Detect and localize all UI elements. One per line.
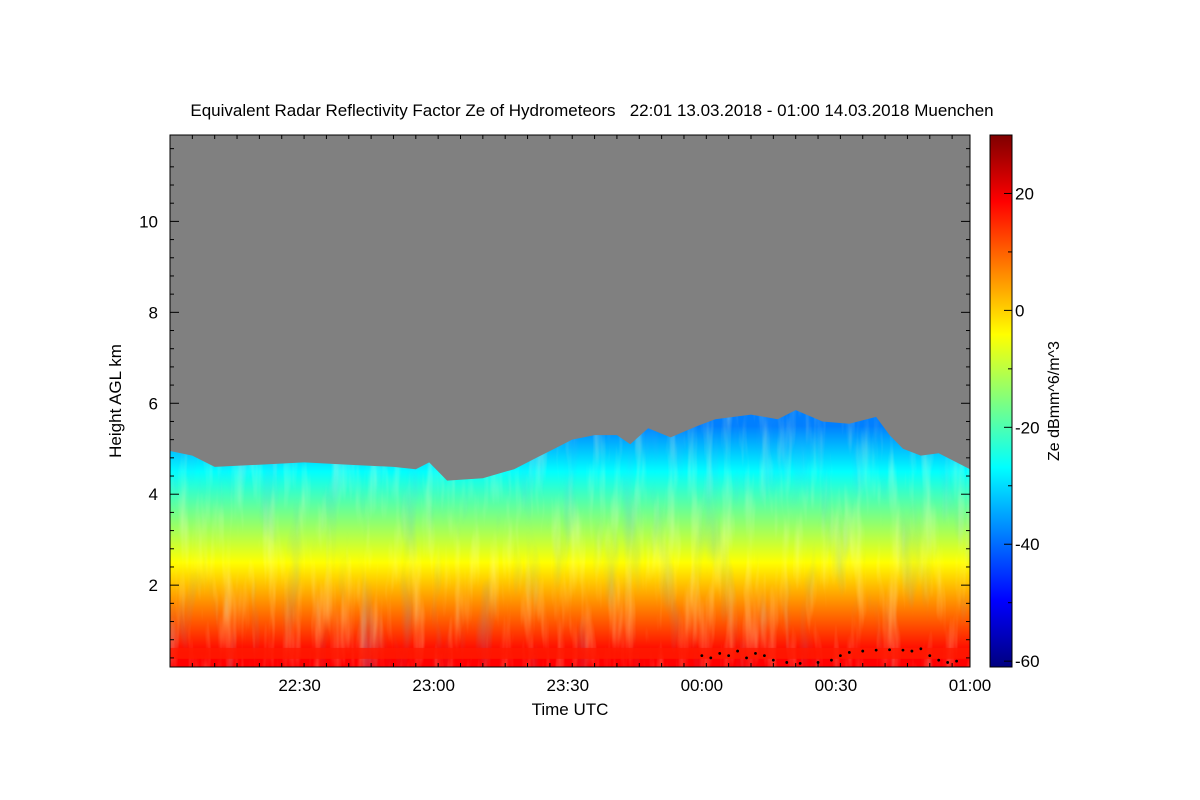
x-tick-label: 00:00	[681, 676, 724, 695]
cloud-base-point	[785, 661, 789, 664]
x-tick-label: 23:30	[546, 676, 589, 695]
cloud-base-point	[830, 658, 833, 662]
cloud-base-point	[901, 648, 905, 652]
near-surface-band	[170, 647, 970, 659]
cloud-base-point	[771, 658, 775, 662]
cloud-base-point	[700, 654, 704, 658]
colorbar-label: Ze dBmm^6/m^3	[1046, 341, 1063, 461]
plot-frame	[169, 134, 971, 668]
cloud-base-point	[861, 649, 865, 653]
cloud-base-point	[763, 654, 766, 658]
x-tick-label: 22:30	[278, 676, 321, 695]
cloud-base-point	[928, 654, 932, 658]
cloud-base-points	[700, 647, 958, 665]
cloud-base-point	[910, 649, 914, 653]
chart-title: Equivalent Radar Reflectivity Factor Ze …	[190, 101, 993, 120]
x-tick-label: 01:00	[949, 676, 992, 695]
y-axis: 2 4 6 8 10	[139, 148, 970, 659]
cloud-base-point	[838, 654, 842, 658]
colorbar-tick-label: -20	[1015, 418, 1040, 437]
colorbar-tick-label: -60	[1015, 652, 1040, 671]
y-axis-label: Height AGL km	[106, 344, 125, 458]
cloud-base-point	[754, 651, 757, 655]
cloud-base-point	[816, 661, 820, 664]
x-axis-label: Time UTC	[532, 700, 609, 719]
y-tick-label: 2	[149, 576, 158, 595]
x-axis: 22:30 23:00 23:30 00:00 00:30 01:00	[169, 135, 992, 695]
cloud-base-point	[718, 651, 722, 655]
cloud-base-point	[937, 658, 941, 662]
colorbar-tick-label: 0	[1015, 301, 1024, 320]
cloud-base-point	[946, 661, 950, 664]
cloud-base-point	[888, 648, 891, 652]
colorbar	[989, 134, 1013, 668]
cloud-base-point	[798, 661, 802, 665]
cloud-base-point	[736, 649, 739, 653]
cloud-base-point	[874, 648, 878, 652]
colorbar-axis: 20 0 -20 -40 -60	[1004, 134, 1040, 671]
cloud-base-point	[727, 654, 731, 658]
colorbar-tick-label: 20	[1015, 184, 1034, 203]
cloud-base-point	[709, 656, 713, 660]
cloud-base-point	[955, 659, 958, 663]
colorbar-tick-label: -40	[1015, 535, 1040, 554]
cloud-base-point	[745, 656, 748, 660]
cloud-base-point	[847, 651, 851, 654]
x-tick-label: 23:00	[412, 676, 455, 695]
echo-texture-dark	[170, 410, 970, 667]
y-tick-label: 8	[149, 303, 158, 322]
y-tick-label: 6	[149, 394, 158, 413]
x-tick-label: 00:30	[815, 676, 858, 695]
y-tick-label: 4	[149, 485, 158, 504]
cloud-base-point	[919, 647, 923, 651]
y-tick-label: 10	[139, 212, 158, 231]
plot-area	[170, 135, 970, 667]
